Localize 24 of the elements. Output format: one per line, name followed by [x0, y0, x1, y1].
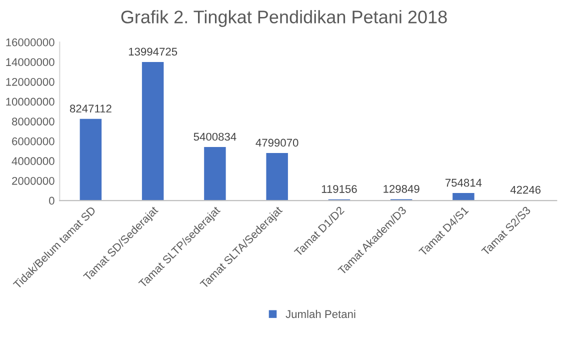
- data-label: 42246: [510, 186, 541, 194]
- bar: [142, 62, 164, 201]
- legend-label: Jumlah Petani: [286, 310, 356, 318]
- data-label: 8247112: [70, 104, 112, 113]
- y-tick-label: 12000000: [6, 78, 54, 86]
- y-tick-label: 2000000: [12, 176, 54, 185]
- bar: [266, 153, 288, 201]
- data-label: 13994725: [128, 48, 178, 56]
- y-tick-label: 6000000: [12, 137, 54, 146]
- data-label: 754814: [445, 178, 482, 187]
- bar: [204, 147, 226, 201]
- data-label: 4799070: [256, 138, 298, 147]
- y-tick-label: 4000000: [12, 157, 54, 166]
- y-tick-label: 16000000: [6, 38, 54, 46]
- y-tick-label: 8000000: [12, 118, 54, 126]
- y-tick-label: 10000000: [6, 98, 54, 106]
- data-label: 129849: [384, 185, 420, 193]
- y-tick-label: 0: [49, 196, 54, 205]
- chart-title: Grafik 2. Tingkat Pendidikan Petani 2018: [121, 10, 447, 27]
- data-label: 119156: [322, 185, 357, 193]
- y-tick-label: 14000000: [6, 58, 54, 66]
- bar: [452, 193, 474, 201]
- data-label: 5400834: [194, 132, 236, 141]
- bar: [80, 118, 102, 201]
